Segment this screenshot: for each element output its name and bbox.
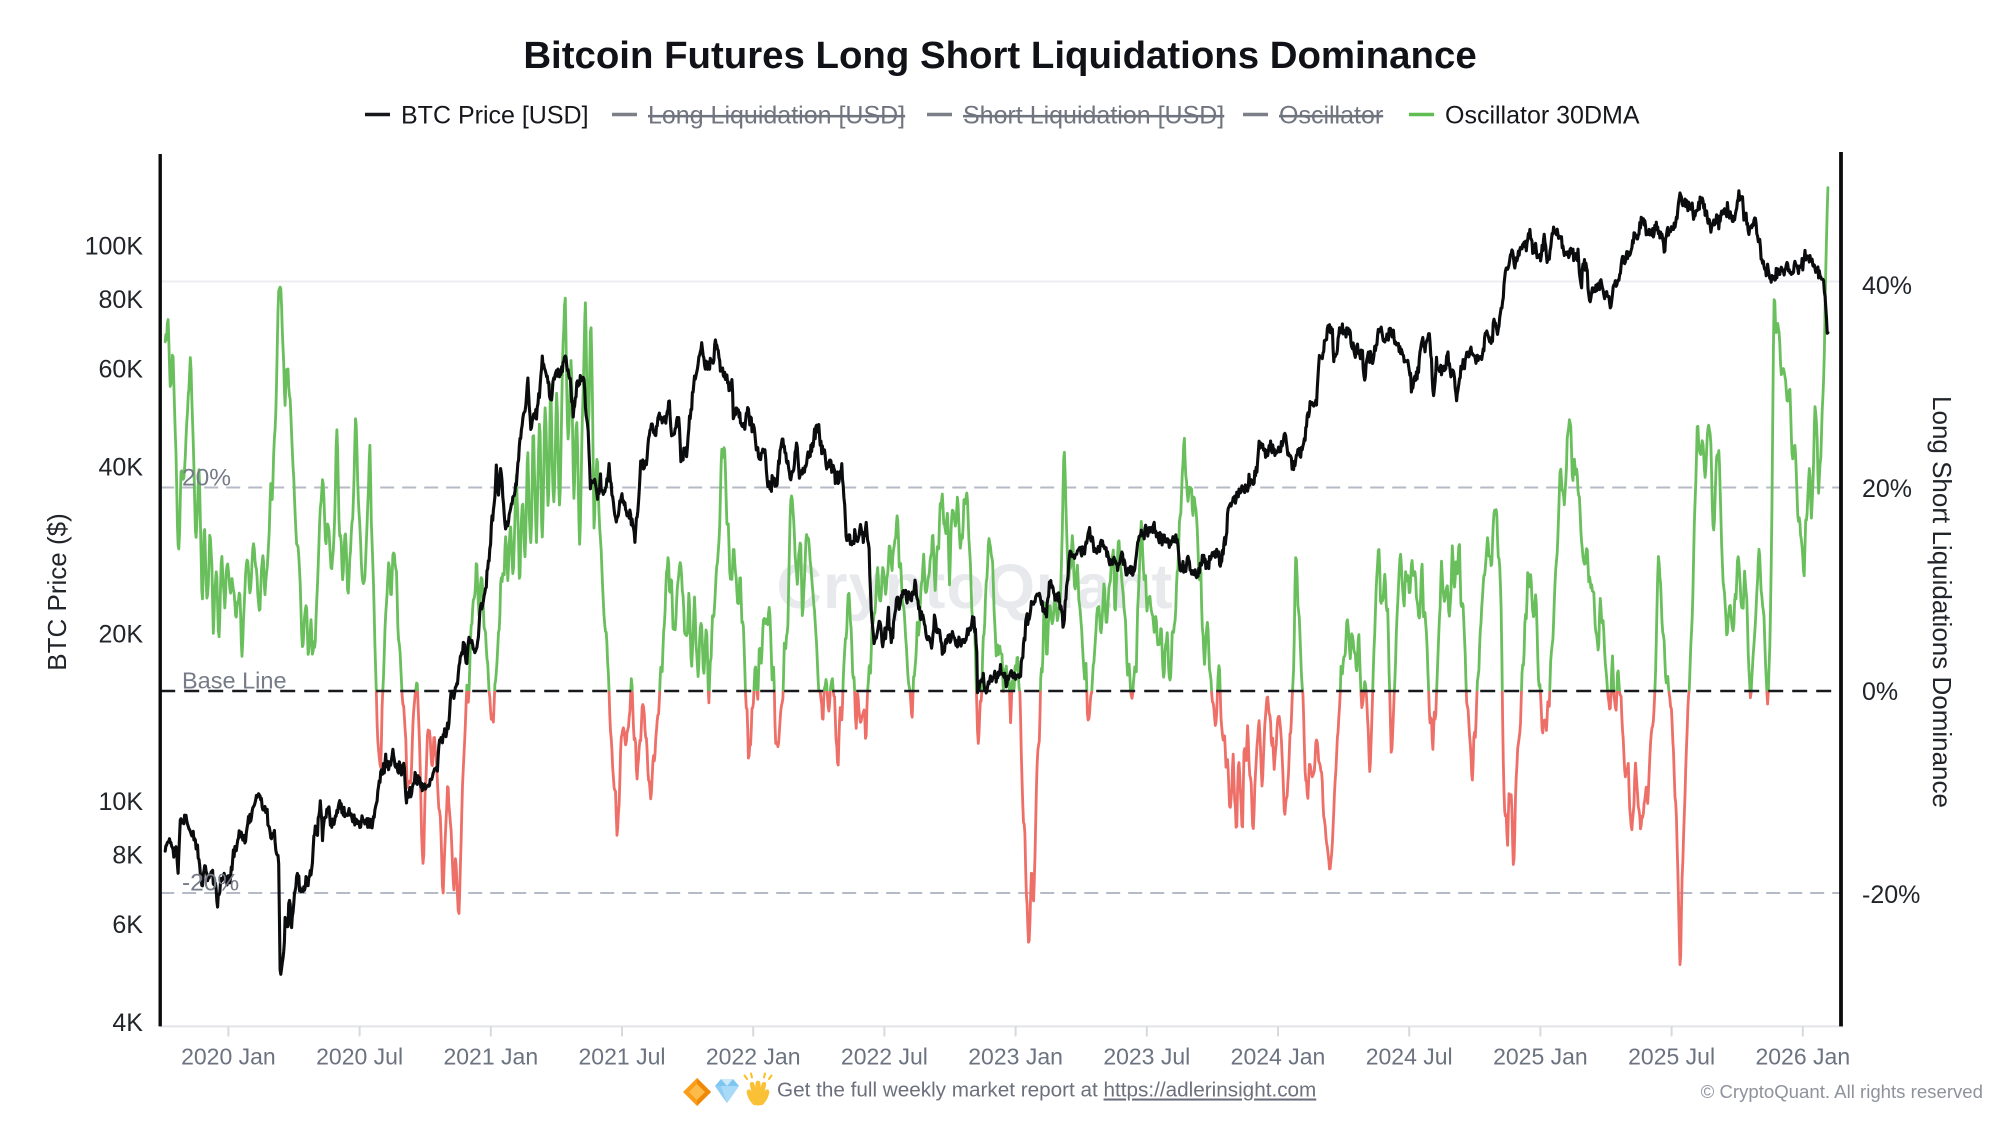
svg-text:2022 Jul: 2022 Jul (841, 1044, 928, 1070)
svg-text:2026 Jan: 2026 Jan (1755, 1044, 1850, 1070)
svg-text:20%: 20% (182, 465, 231, 492)
svg-text:2023 Jan: 2023 Jan (968, 1044, 1063, 1070)
svg-text:2020 Jul: 2020 Jul (316, 1044, 403, 1070)
svg-text:100K: 100K (85, 232, 144, 260)
svg-text:60K: 60K (99, 356, 144, 384)
svg-text:2025 Jul: 2025 Jul (1628, 1044, 1715, 1070)
svg-text:BTC Price [USD]: BTC Price [USD] (401, 102, 589, 130)
svg-text:-20%: -20% (1862, 881, 1920, 909)
svg-text:Get the full weekly market rep: Get the full weekly market report at htt… (777, 1079, 1316, 1102)
svg-text:Long Liquidation [USD]: Long Liquidation [USD] (648, 102, 905, 130)
svg-text:Short Liquidation [USD]: Short Liquidation [USD] (963, 102, 1224, 130)
svg-text:Oscillator: Oscillator (1279, 102, 1383, 130)
svg-text:Oscillator 30DMA: Oscillator 30DMA (1445, 102, 1640, 130)
svg-text:40K: 40K (99, 454, 144, 482)
svg-text:2024 Jan: 2024 Jan (1231, 1044, 1326, 1070)
svg-text:20K: 20K (99, 621, 144, 649)
svg-text:Long Short Liquidations Domina: Long Short Liquidations Dominance (1927, 396, 1957, 808)
svg-text:6K: 6K (112, 911, 143, 939)
svg-text:4K: 4K (112, 1009, 143, 1037)
svg-text:10K: 10K (99, 788, 144, 816)
svg-text:-20%: -20% (182, 870, 239, 897)
svg-text:2022 Jan: 2022 Jan (706, 1044, 801, 1070)
svg-text:Bitcoin Futures Long Short Liq: Bitcoin Futures Long Short Liquidations … (523, 34, 1476, 77)
svg-text:2025 Jan: 2025 Jan (1493, 1044, 1588, 1070)
svg-text:© CryptoQuant. All rights rese: © CryptoQuant. All rights reserved (1701, 1081, 1983, 1102)
svg-text:2021 Jul: 2021 Jul (579, 1044, 666, 1070)
svg-text:2024 Jul: 2024 Jul (1366, 1044, 1453, 1070)
svg-text:8K: 8K (112, 842, 143, 870)
svg-text:2020 Jan: 2020 Jan (181, 1044, 276, 1070)
svg-text:20%: 20% (1862, 475, 1912, 503)
svg-text:2021 Jan: 2021 Jan (443, 1044, 538, 1070)
svg-text:BTC Price ($): BTC Price ($) (42, 513, 72, 670)
svg-text:0%: 0% (1862, 678, 1898, 706)
svg-text:80K: 80K (99, 286, 144, 314)
svg-text:Base Line: Base Line (182, 668, 287, 694)
svg-text:2023 Jul: 2023 Jul (1103, 1044, 1190, 1070)
svg-text:40%: 40% (1862, 272, 1912, 300)
